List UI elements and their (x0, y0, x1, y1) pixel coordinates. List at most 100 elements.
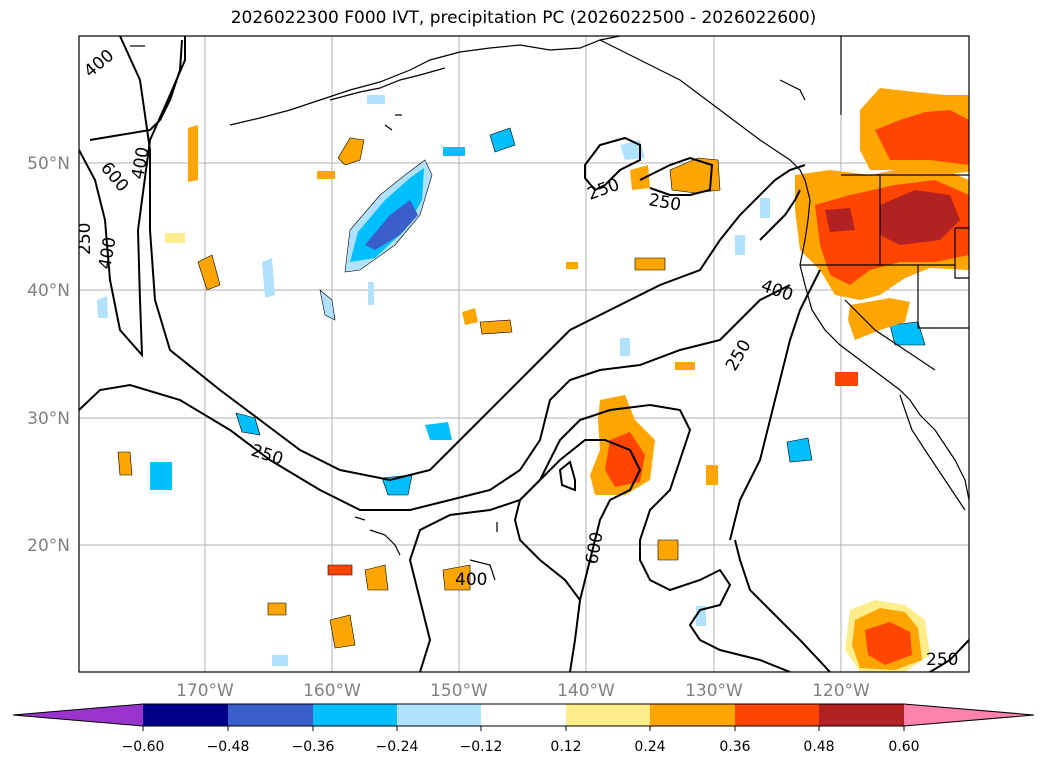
blue-patch-3 (319, 289, 336, 321)
contour-west-mid (119, 36, 806, 482)
map-border (78, 35, 970, 673)
orange-patch-21 (566, 262, 578, 269)
contour-600-loop (558, 460, 576, 492)
contour-label-4: 250 (75, 223, 95, 255)
colorbar-seg-1 (143, 704, 228, 726)
orange-patch-14 (327, 564, 353, 576)
lon-label-140w: 140°W (557, 681, 615, 701)
colorbar-extend-left (13, 704, 143, 726)
orange-patch-19 (317, 171, 335, 179)
ivt-contours (79, 36, 969, 672)
hawaii-island-3 (469, 559, 496, 581)
colorbar-tick-5: −0.12 (460, 739, 503, 755)
state-border-8 (844, 299, 936, 371)
hawaii-island-1 (354, 516, 366, 521)
baja-coast (899, 394, 966, 511)
colorbar-seg-8 (735, 704, 819, 726)
lat-label-30n: 30°N (27, 409, 70, 429)
colorbar-tick-3: −0.36 (292, 739, 335, 755)
orange-patch-20 (165, 233, 185, 243)
colorbar: −0.60 −0.48 −0.36 −0.24 −0.12 0.12 0.24 … (12, 703, 1035, 755)
map-area (79, 36, 969, 672)
contour-250-north2 (639, 156, 714, 196)
contour-600-central (513, 439, 642, 672)
small-island-2 (384, 124, 393, 131)
orange-patch-16 (835, 372, 858, 386)
orange-patch-2 (337, 137, 365, 166)
contour-250-se (734, 539, 831, 672)
colorbar-seg-5 (481, 704, 566, 726)
state-border-6 (954, 228, 969, 279)
orange-patch-9 (117, 451, 133, 476)
lat-label-40n: 40°N (27, 281, 70, 301)
map-title: 2026022300 F000 IVT, precipitation PC (2… (230, 8, 817, 28)
contour-400-central (408, 403, 791, 672)
colorbar-extend-right (904, 704, 1034, 726)
orange-patch-12 (442, 564, 471, 591)
blue-patch-17 (367, 95, 385, 104)
orange-region-nw-inner (875, 110, 969, 165)
alaska-coast-3 (599, 39, 806, 181)
blue-patch-5 (235, 412, 261, 436)
blue-patch-19 (272, 655, 288, 666)
blue-patch-11 (97, 296, 108, 318)
orange-region-south (848, 298, 910, 340)
pnw-coast (799, 179, 969, 501)
darkred-region-west (880, 190, 960, 245)
negative-precip-patches (97, 95, 926, 666)
lat-label-50n: 50°N (27, 154, 70, 174)
colorbar-seg-6 (566, 704, 650, 726)
blue-patch-main-core (365, 200, 418, 250)
blue-patch-10 (889, 321, 926, 346)
lat-labels: 50°N 40°N 30°N 20°N (27, 154, 70, 556)
contour-label-13: 250 (926, 650, 958, 670)
lon-label-160w: 160°W (303, 681, 361, 701)
colorbar-tick-7: 0.24 (634, 739, 665, 755)
small-island-5 (779, 79, 806, 101)
blue-patch-13 (735, 235, 745, 255)
lon-label-170w: 170°W (176, 681, 234, 701)
colorbar-tick-4: −0.24 (376, 739, 419, 755)
colorbar-tick-2: −0.48 (207, 739, 250, 755)
blue-patch-6 (150, 462, 172, 490)
contour-label-12: 400 (455, 570, 487, 590)
blue-patch-9 (786, 437, 813, 463)
coastlines (130, 36, 969, 581)
orange-patch-18 (675, 362, 695, 370)
contour-ne-line (759, 189, 801, 241)
blue-patch-4 (262, 258, 275, 298)
orange-patch-1 (669, 157, 721, 194)
colorbar-tick-1: −0.60 (122, 739, 165, 755)
alaska-coast-2 (329, 67, 446, 101)
blue-patch-1 (489, 127, 516, 153)
lon-label-130w: 130°W (685, 681, 743, 701)
blue-patch-main-inner (350, 168, 424, 262)
colorbar-seg-4 (397, 704, 481, 726)
colorbar-tick-10: 0.60 (888, 739, 919, 755)
contour-250-north (584, 136, 641, 192)
orange-patch-8 (462, 308, 478, 325)
orange-patch-11 (329, 614, 356, 649)
blue-patch-12 (760, 198, 770, 218)
orange-patch-13 (364, 564, 389, 591)
lon-label-120w: 120°W (812, 681, 870, 701)
colorbar-seg-7 (650, 704, 735, 726)
red-region-central (605, 432, 645, 487)
orange-patch-7 (479, 319, 513, 335)
orange-patch-4 (197, 254, 221, 291)
blue-patch-16 (443, 147, 465, 156)
blue-patch-15 (368, 282, 374, 305)
red-region-se (865, 622, 912, 665)
orange-patch-15 (267, 602, 287, 616)
contour-250-far-se (929, 639, 969, 672)
orange-patch-10 (657, 539, 679, 561)
contour-west-inner (89, 39, 183, 141)
orange-patch-5 (630, 165, 650, 190)
colorbar-tick-9: 0.48 (803, 739, 834, 755)
lon-label-150w: 150°W (430, 681, 488, 701)
orange-patch-3 (188, 125, 198, 182)
colorbar-tick-6: 0.12 (550, 739, 581, 755)
positive-precip-patches (117, 88, 969, 672)
orange-patch-17 (706, 465, 718, 485)
